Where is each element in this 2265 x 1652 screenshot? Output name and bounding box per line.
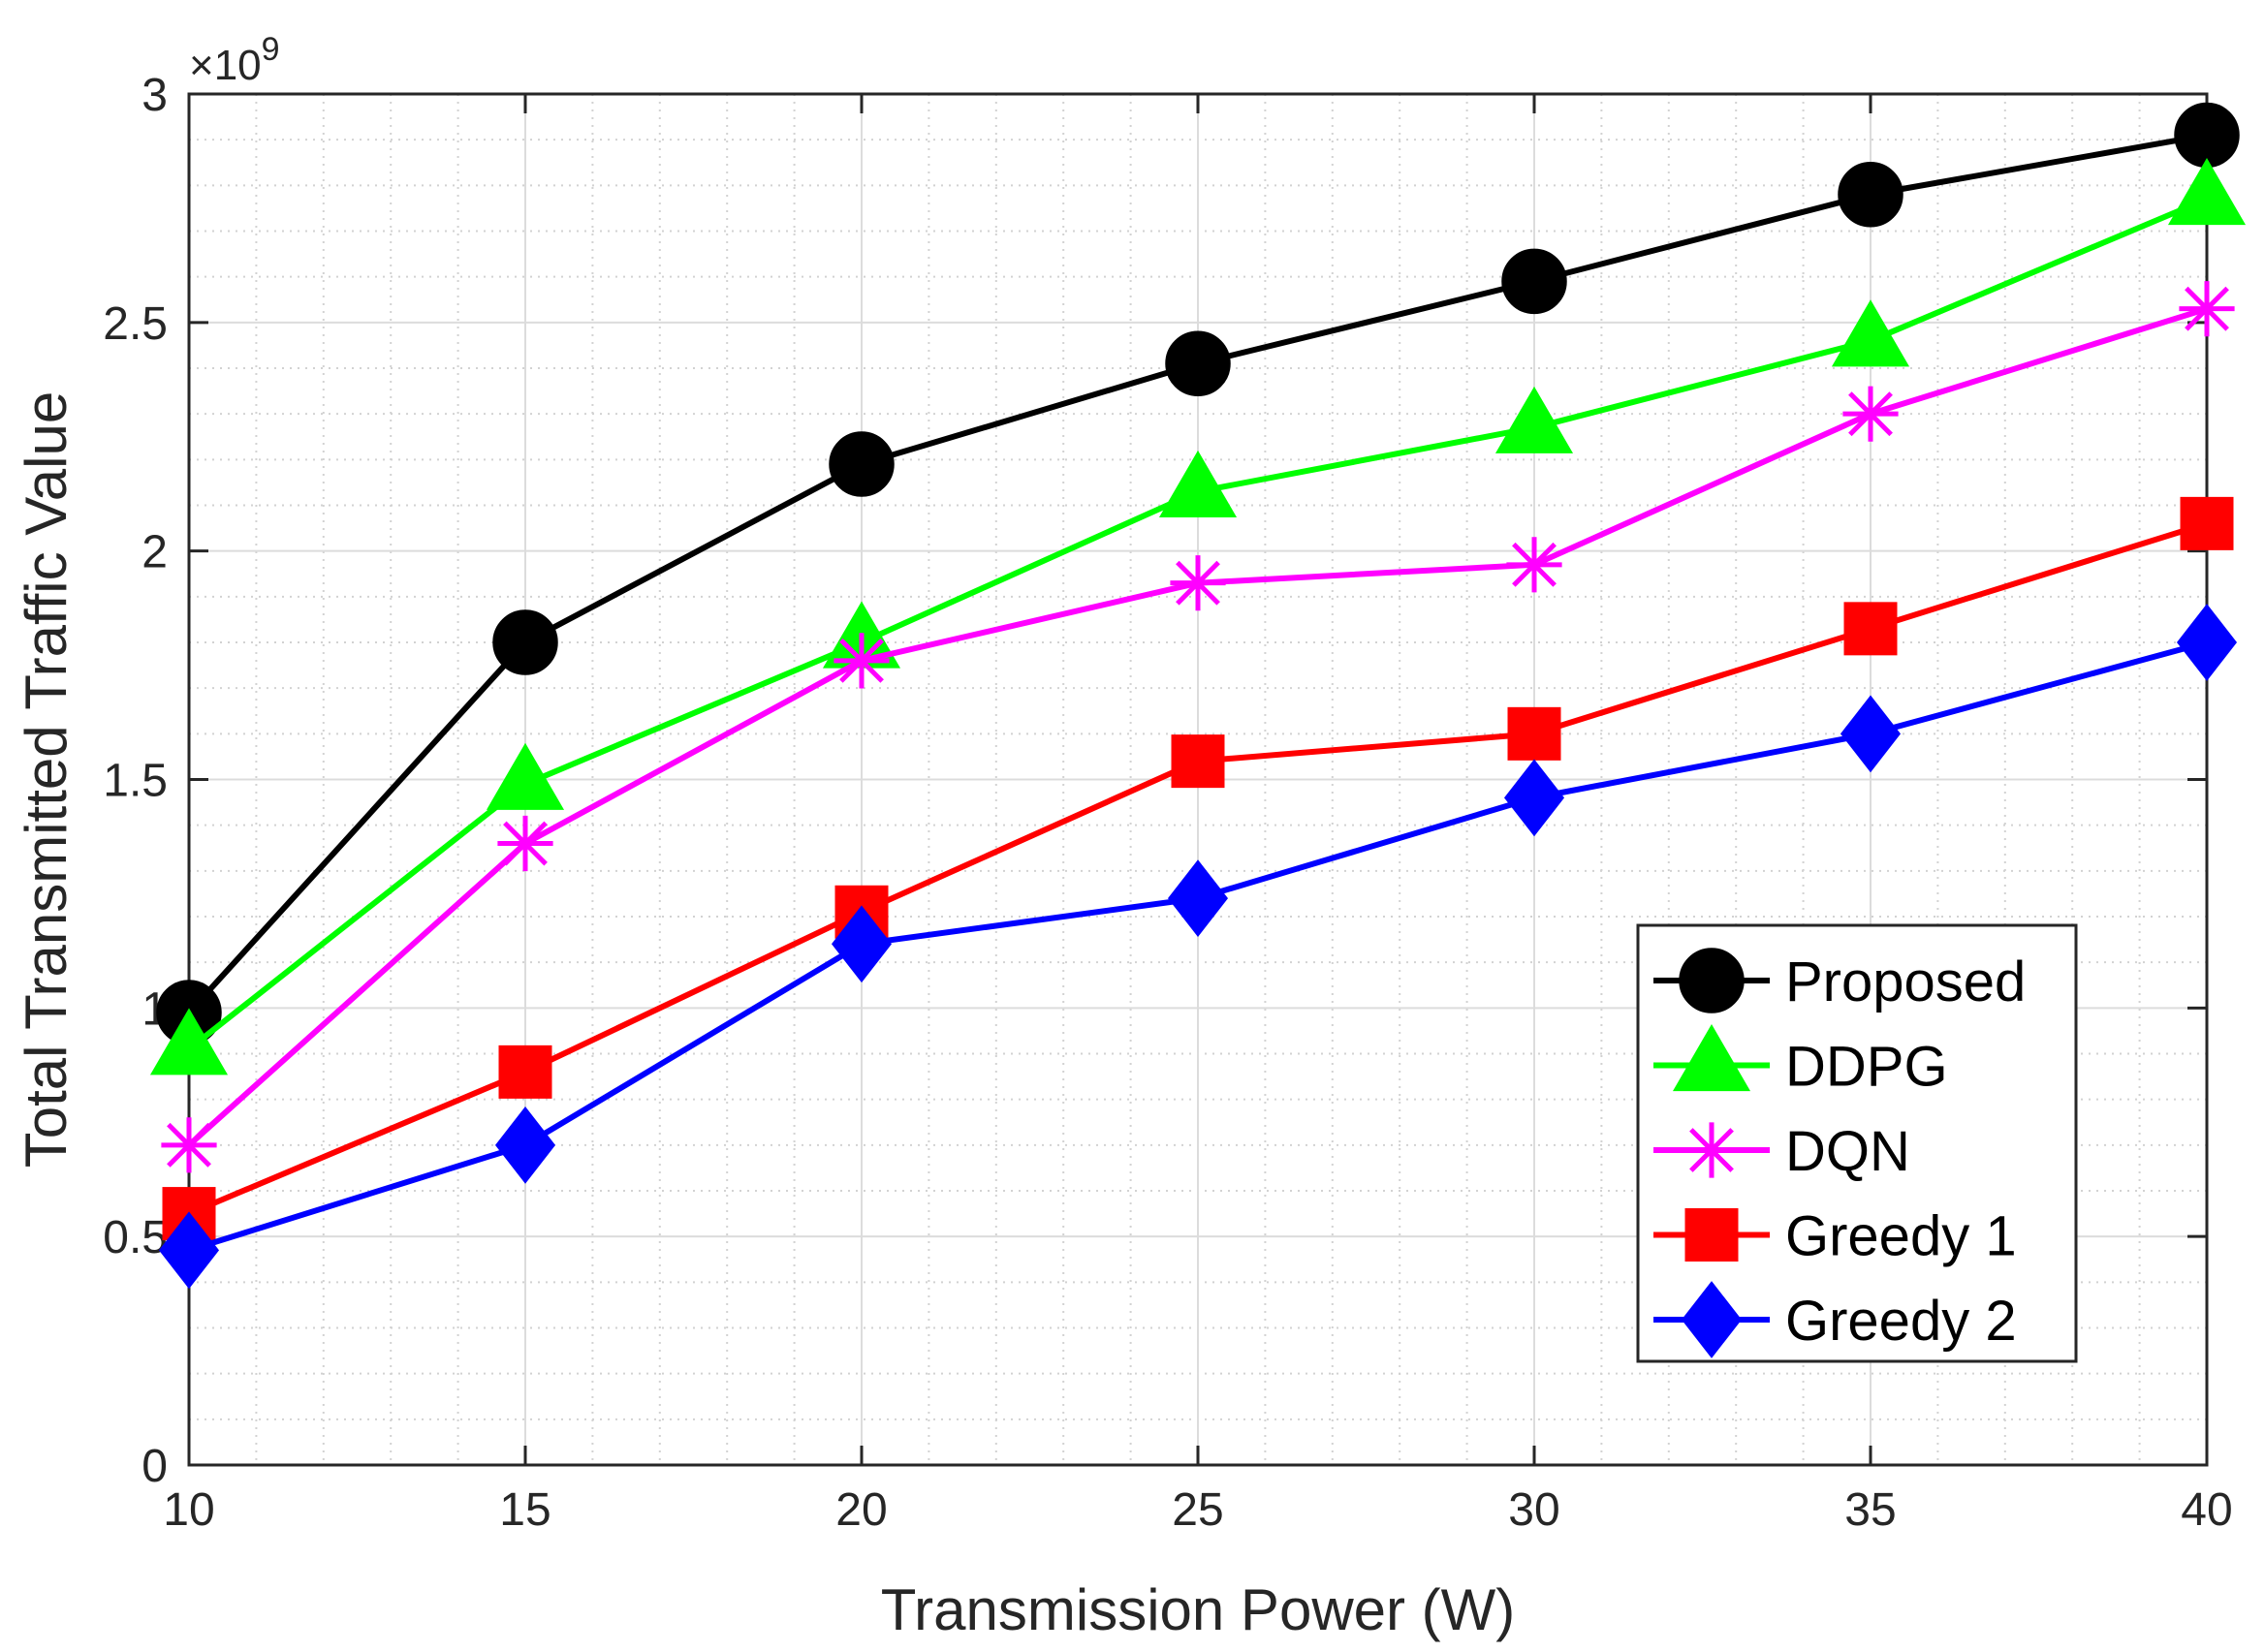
data-point-greedy-2 — [831, 905, 893, 983]
legend-label-dqn: DQN — [1785, 1120, 1910, 1183]
legend-item-ddpg: DDPG — [1653, 1024, 1948, 1099]
data-point-greedy-2 — [158, 1211, 220, 1290]
legend-marker-proposed — [1679, 948, 1745, 1013]
legend-label-greedy-2: Greedy 2 — [1785, 1290, 2017, 1353]
x-tick-label: 40 — [2181, 1484, 2232, 1536]
series-ddpg — [149, 158, 2247, 1075]
y-tick-label: 0.5 — [103, 1212, 168, 1263]
data-point-ddpg — [2167, 158, 2247, 226]
series-dqn — [161, 281, 2235, 1173]
data-point-greedy-1 — [1507, 706, 1561, 761]
legend-item-proposed: Proposed — [1653, 948, 2026, 1013]
axis-ticks — [187, 92, 2209, 1467]
data-point-proposed — [1165, 330, 1231, 397]
x-tick-label: 20 — [835, 1484, 887, 1536]
data-point-ddpg — [1158, 450, 1238, 517]
data-point-ddpg — [1831, 299, 1910, 367]
data-point-proposed — [2174, 102, 2240, 169]
y-tick-label: 3 — [142, 70, 168, 121]
legend-marker-dqn — [1683, 1122, 1740, 1178]
data-point-proposed — [1501, 248, 1567, 315]
legend-marker-greedy-2 — [1681, 1281, 1743, 1358]
legend-label-proposed: Proposed — [1785, 951, 2026, 1013]
series-greedy-2 — [158, 604, 2238, 1290]
data-point-greedy-1 — [2180, 496, 2234, 550]
data-point-ddpg — [1494, 386, 1574, 453]
legend-label-greedy-1: Greedy 1 — [1785, 1205, 2017, 1268]
y-tick-label: 2.5 — [103, 298, 168, 350]
data-point-proposed — [1838, 162, 1903, 228]
data-point-proposed — [492, 609, 558, 675]
data-point-greedy-1 — [498, 1044, 552, 1099]
legend-marker-greedy-1 — [1684, 1208, 1739, 1262]
data-point-ddpg — [486, 742, 565, 810]
legend-label-ddpg: DDPG — [1785, 1036, 1948, 1099]
data-point-greedy-2 — [494, 1106, 556, 1184]
legend-item-greedy-2: Greedy 2 — [1653, 1281, 2017, 1358]
data-point-dqn — [2179, 281, 2235, 337]
data-point-greedy-2 — [2176, 604, 2238, 681]
data-point-proposed — [829, 431, 895, 497]
y-tick-label: 1.5 — [103, 756, 168, 807]
y-tick-label: 2 — [142, 527, 168, 578]
data-point-dqn — [1842, 386, 1899, 442]
data-point-greedy-2 — [1167, 859, 1229, 938]
data-point-greedy-1 — [1171, 734, 1225, 789]
x-tick-label: 30 — [1508, 1484, 1559, 1536]
y-axis-multiplier: ×109 — [189, 31, 280, 89]
data-point-dqn — [834, 633, 890, 689]
data-point-dqn — [1170, 555, 1226, 611]
legend-marker-ddpg — [1672, 1024, 1751, 1092]
data-point-dqn — [497, 815, 553, 872]
data-point-dqn — [1506, 537, 1562, 593]
legend-item-greedy-1: Greedy 1 — [1653, 1205, 2017, 1268]
y-axis-multiplier-exponent: 9 — [262, 31, 280, 68]
y-tick-label: 0 — [142, 1441, 168, 1492]
x-tick-label: 10 — [163, 1484, 214, 1536]
legend: Proposed DDPG DQN Greedy 1 Greedy 2 — [1636, 923, 2078, 1363]
x-tick-label: 25 — [1172, 1484, 1223, 1536]
data-point-ddpg — [149, 1008, 229, 1075]
legend-item-dqn: DQN — [1653, 1120, 1910, 1183]
data-point-dqn — [161, 1117, 217, 1173]
series-group — [149, 102, 2247, 1290]
y-axis-label: Total Transmitted Traffic Value — [14, 391, 79, 1168]
x-tick-label: 15 — [499, 1484, 551, 1536]
series-proposed — [156, 102, 2240, 1045]
x-axis-label: Transmission Power (W) — [881, 1577, 1516, 1642]
y-axis-multiplier-base: ×10 — [189, 42, 262, 89]
data-point-greedy-2 — [1503, 759, 1565, 837]
x-tick-label: 35 — [1844, 1484, 1896, 1536]
data-point-greedy-2 — [1840, 695, 1902, 773]
data-point-greedy-1 — [1843, 602, 1898, 656]
